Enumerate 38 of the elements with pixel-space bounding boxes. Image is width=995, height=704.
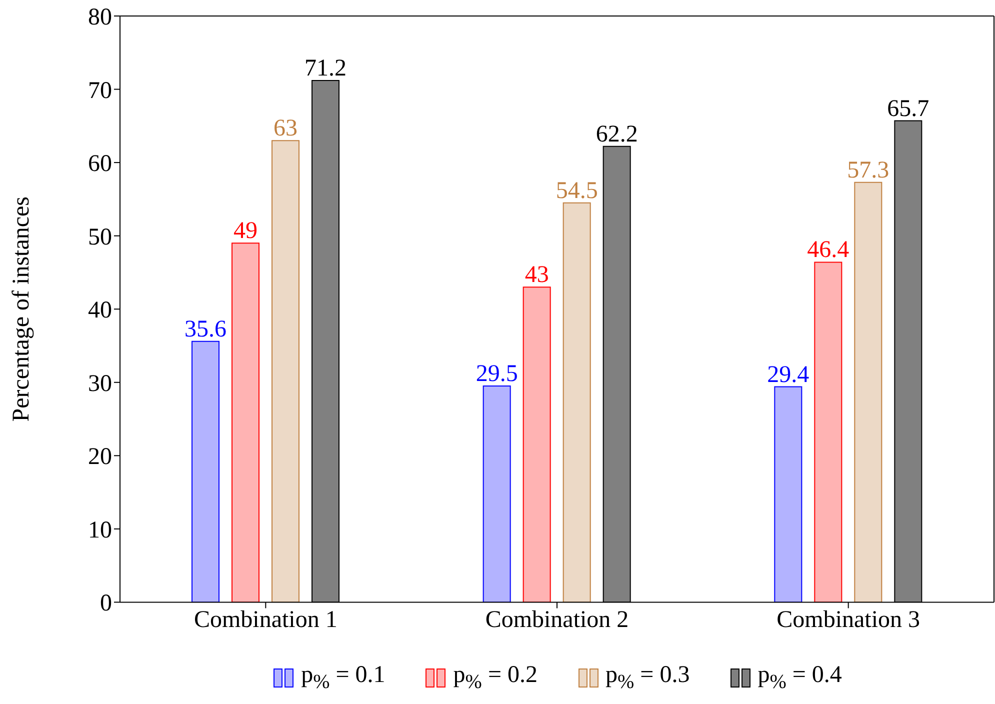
- data-label: 63: [274, 116, 298, 142]
- data-label: 46.4: [807, 237, 850, 264]
- y-axis-title: Percentage of instances: [8, 196, 35, 422]
- data-label: 29.4: [767, 362, 810, 388]
- y-tick-label: 50: [88, 224, 112, 250]
- data-label: 49: [234, 218, 258, 244]
- data-label: 62.2: [596, 121, 638, 148]
- x-tick-label: Combination 1: [194, 607, 338, 634]
- legend-label: p$_{%}$ = 0.1: [301, 662, 386, 694]
- data-label: 35.6: [184, 316, 226, 342]
- y-tick-label: 30: [88, 370, 112, 397]
- legend-label: p$_{%}$ = 0.4: [758, 662, 842, 694]
- x-tick-label: Combination 3: [776, 607, 920, 634]
- y-tick-label: 10: [88, 517, 112, 544]
- legend-label: p$_{%}$ = 0.3: [606, 662, 690, 694]
- data-label: 65.7: [887, 96, 930, 122]
- y-tick-label: 60: [88, 151, 112, 178]
- bar: [814, 262, 842, 602]
- bar: [774, 386, 802, 602]
- legend-label: p$_{%}$ = 0.2: [453, 662, 538, 694]
- x-tick-label: Combination 2: [485, 607, 629, 634]
- bar: [272, 140, 300, 602]
- bar: [192, 340, 220, 602]
- bar: [232, 242, 260, 602]
- data-label: 29.5: [476, 361, 518, 388]
- y-tick-label: 40: [88, 298, 112, 324]
- bar: [562, 202, 591, 602]
- bar: [522, 286, 551, 602]
- data-label: 54.5: [556, 178, 598, 204]
- bar: [482, 386, 511, 602]
- y-tick-label: 0: [100, 590, 112, 617]
- y-tick-label: 20: [88, 444, 112, 470]
- data-label: 43: [524, 262, 549, 288]
- data-label: 71.2: [304, 55, 346, 82]
- y-tick-label: 70: [88, 78, 112, 104]
- bar: [854, 182, 882, 602]
- y-tick-label: 80: [88, 4, 112, 31]
- data-label: 57.3: [847, 157, 890, 184]
